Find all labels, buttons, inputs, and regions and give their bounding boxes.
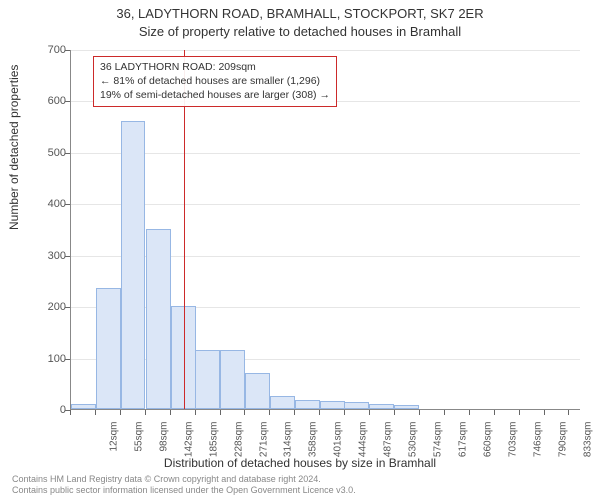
x-tick-label: 660sqm [482, 422, 493, 462]
histogram-bar [195, 350, 220, 409]
chart-title-line2: Size of property relative to detached ho… [0, 24, 600, 39]
x-tick-label: 12sqm [109, 422, 120, 462]
x-tick-mark [294, 410, 295, 415]
x-tick-mark [95, 410, 96, 415]
x-tick-label: 746sqm [532, 422, 543, 462]
x-tick-mark [568, 410, 569, 415]
y-tick-mark [65, 50, 70, 51]
y-tick-label: 100 [36, 353, 66, 365]
x-tick-mark [319, 410, 320, 415]
x-tick-mark [269, 410, 270, 415]
x-tick-label: 98sqm [158, 422, 169, 462]
chart-title-line1: 36, LADYTHORN ROAD, BRAMHALL, STOCKPORT,… [0, 6, 600, 21]
y-tick-label: 700 [36, 44, 66, 56]
annotation-line1: 36 LADYTHORN ROAD: 209sqm [100, 60, 330, 74]
x-tick-label: 574sqm [433, 422, 444, 462]
x-tick-mark [145, 410, 146, 415]
x-tick-label: 487sqm [383, 422, 394, 462]
y-tick-label: 200 [36, 301, 66, 313]
footer-line2: Contains public sector information licen… [12, 485, 356, 496]
x-tick-mark [394, 410, 395, 415]
x-tick-label: 617sqm [457, 422, 468, 462]
x-tick-label: 358sqm [308, 422, 319, 462]
histogram-bar [270, 396, 295, 409]
plot-area: 36 LADYTHORN ROAD: 209sqm ← 81% of detac… [70, 50, 580, 410]
y-tick-label: 600 [36, 95, 66, 107]
x-tick-label: 228sqm [233, 422, 244, 462]
x-tick-label: 530sqm [408, 422, 419, 462]
x-tick-mark [195, 410, 196, 415]
x-tick-mark [469, 410, 470, 415]
histogram-bar [295, 400, 320, 409]
gridline-h [71, 50, 580, 51]
x-tick-mark [369, 410, 370, 415]
x-tick-label: 314sqm [283, 422, 294, 462]
x-tick-mark [120, 410, 121, 415]
y-tick-mark [65, 256, 70, 257]
x-tick-label: 833sqm [582, 422, 593, 462]
x-tick-label: 142sqm [183, 422, 194, 462]
histogram-bar [245, 373, 270, 409]
y-tick-label: 400 [36, 198, 66, 210]
x-tick-mark [344, 410, 345, 415]
x-tick-mark [519, 410, 520, 415]
histogram-bar [320, 401, 345, 409]
figure: 36, LADYTHORN ROAD, BRAMHALL, STOCKPORT,… [0, 0, 600, 500]
x-tick-label: 401sqm [333, 422, 344, 462]
y-tick-label: 0 [36, 404, 66, 416]
y-tick-mark [65, 153, 70, 154]
y-tick-label: 300 [36, 250, 66, 262]
footer-line1: Contains HM Land Registry data © Crown c… [12, 474, 356, 485]
x-tick-mark [170, 410, 171, 415]
x-tick-label: 55sqm [133, 422, 144, 462]
histogram-bar [71, 404, 96, 409]
annotation-line3: 19% of semi-detached houses are larger (… [100, 88, 330, 102]
y-tick-mark [65, 307, 70, 308]
x-tick-mark [419, 410, 420, 415]
histogram-bar [171, 306, 196, 409]
x-tick-mark [444, 410, 445, 415]
x-tick-label: 271sqm [258, 422, 269, 462]
footer: Contains HM Land Registry data © Crown c… [12, 474, 356, 497]
histogram-bar [220, 350, 245, 409]
annotation-box: 36 LADYTHORN ROAD: 209sqm ← 81% of detac… [93, 56, 337, 107]
y-tick-mark [65, 204, 70, 205]
histogram-bar [121, 121, 146, 409]
x-tick-mark [494, 410, 495, 415]
x-tick-mark [70, 410, 71, 415]
x-tick-mark [244, 410, 245, 415]
x-tick-mark [220, 410, 221, 415]
y-tick-mark [65, 359, 70, 360]
x-tick-label: 444sqm [358, 422, 369, 462]
x-tick-label: 703sqm [507, 422, 518, 462]
histogram-bar [394, 405, 419, 409]
annotation-line2: ← 81% of detached houses are smaller (1,… [100, 74, 330, 88]
x-tick-label: 185sqm [208, 422, 219, 462]
histogram-bar [344, 402, 369, 409]
gridline-h [71, 153, 580, 154]
y-tick-mark [65, 101, 70, 102]
x-tick-mark [544, 410, 545, 415]
y-tick-label: 500 [36, 147, 66, 159]
gridline-h [71, 204, 580, 205]
histogram-bar [369, 404, 394, 409]
x-tick-label: 790sqm [557, 422, 568, 462]
histogram-bar [96, 288, 121, 409]
y-axis-label: Number of detached properties [7, 65, 21, 230]
histogram-bar [146, 229, 171, 409]
